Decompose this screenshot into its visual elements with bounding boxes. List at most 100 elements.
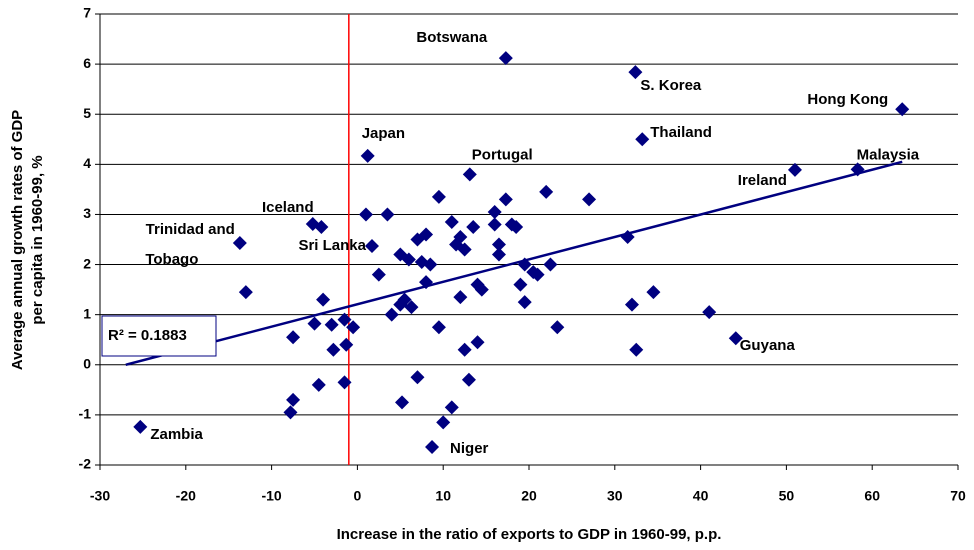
y-tick-label: 7 [83,5,91,21]
point [307,316,322,331]
y-tick-label: 4 [83,155,91,171]
point [498,192,513,207]
point [457,242,472,257]
point [620,229,635,244]
x-tick-label: 40 [693,488,709,504]
point [436,415,451,430]
point [431,320,446,335]
point [629,342,644,357]
point-label: Malaysia [857,146,920,163]
point-label: Zambia [150,426,203,443]
point [491,237,506,252]
point [431,189,446,204]
point [895,102,910,117]
x-tick-label: 10 [435,488,451,504]
point [628,65,643,80]
point [423,257,438,272]
point-label: Tobago [145,251,198,268]
point [425,439,440,454]
point [410,370,425,385]
point [311,377,326,392]
x-tick-label: 0 [354,488,362,504]
point-label: Japan [362,125,405,142]
point [401,252,416,267]
point-label: Sri Lanka [298,237,366,254]
y-tick-label: 0 [83,355,91,371]
point [850,162,865,177]
point [491,247,506,262]
x-tick-label: -10 [261,488,281,504]
point-label: Iceland [262,199,314,216]
point [466,219,481,234]
point [461,372,476,387]
x-tick-label: 50 [779,488,795,504]
x-tick-label: 20 [521,488,537,504]
point [453,229,468,244]
x-tick-label: 30 [607,488,623,504]
point-label: Ireland [738,172,787,189]
point [543,257,558,272]
y-axis-label-line: Average annual growth rates of GDP [9,110,26,370]
point [324,317,339,332]
point [360,148,375,163]
point-label: Guyana [740,337,796,354]
point [337,312,352,327]
point [517,295,532,310]
point [530,267,545,282]
y-tick-label: 6 [83,55,91,71]
point [509,219,524,234]
point [364,239,379,254]
point [358,207,373,222]
point [635,132,650,147]
point [470,335,485,350]
point [326,342,341,357]
x-tick-label: -30 [90,488,110,504]
point [371,267,386,282]
point [487,217,502,232]
y-axis-label-line: per capita in 1960-99, % [29,155,46,324]
x-axis-label: Increase in the ratio of exports to GDP … [337,526,722,543]
x-tick-label: 60 [864,488,880,504]
point [646,285,661,300]
point [539,184,554,199]
point [286,392,301,407]
point [787,162,802,177]
point [444,214,459,229]
point [419,275,434,290]
point [314,219,329,234]
point [337,375,352,390]
y-tick-label: 1 [83,305,91,321]
point [444,400,459,415]
point [395,395,410,410]
point [582,192,597,207]
point [462,167,477,182]
x-tick-label: 70 [950,488,966,504]
point [487,204,502,219]
y-tick-label: -2 [79,456,92,472]
point [316,292,331,307]
point [453,290,468,305]
point [513,277,528,292]
y-axis-label: Average annual growth rates of GDP per c… [9,110,46,370]
y-tick-label: -1 [79,406,92,422]
x-tick-label: -20 [176,488,196,504]
point [380,207,395,222]
point [419,227,434,242]
point [550,320,565,335]
point [133,419,148,434]
point [624,297,639,312]
annotation-box [101,315,217,357]
point [702,305,717,320]
point [286,330,301,345]
point-label: Botswana [416,29,488,46]
point [457,342,472,357]
point-label: Thailand [650,124,712,141]
point [339,337,354,352]
point-label: S. Korea [640,77,702,94]
point [498,51,513,66]
y-tick-label: 5 [83,105,91,121]
point [384,307,399,322]
y-tick-label: 2 [83,255,91,271]
trend-line [125,160,903,366]
